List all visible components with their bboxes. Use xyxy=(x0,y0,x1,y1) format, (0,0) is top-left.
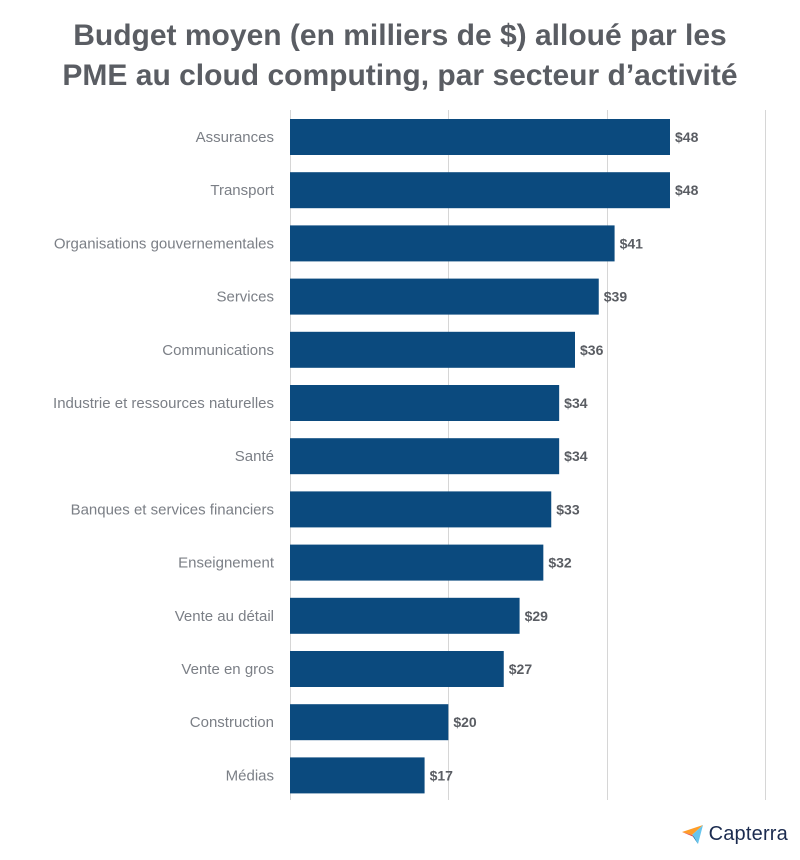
category-label: Vente au détail xyxy=(175,608,274,625)
bar xyxy=(290,172,670,209)
category-label: Médias xyxy=(226,767,274,784)
category-label: Banques et services financiers xyxy=(71,501,274,518)
value-label: $20 xyxy=(453,714,477,730)
value-label: $29 xyxy=(525,608,549,624)
value-label: $41 xyxy=(620,235,644,251)
bar xyxy=(290,331,575,368)
bar xyxy=(290,438,560,475)
category-label: Enseignement xyxy=(178,555,275,572)
brand-name: Capterra xyxy=(708,823,788,845)
chart-title-line-1: Budget moyen (en milliers de $) alloué p… xyxy=(73,19,727,52)
category-label: Santé xyxy=(235,448,274,465)
bar xyxy=(290,385,560,421)
category-label: Communications xyxy=(162,342,274,359)
value-label: $39 xyxy=(604,289,628,305)
bar xyxy=(290,225,615,262)
value-label: $32 xyxy=(548,555,572,571)
capterra-arrow-icon xyxy=(681,824,703,844)
bar xyxy=(290,597,520,634)
chart-title: Budget moyen (en milliers de $) alloué p… xyxy=(0,16,800,96)
capterra-logo: Capterra xyxy=(681,823,788,846)
chart-title-line-2: PME au cloud computing, par secteur d’ac… xyxy=(62,59,738,92)
bar xyxy=(290,544,544,581)
value-label: $34 xyxy=(564,448,588,464)
labels: Assurances $48 Transport $48 Organisations g… xyxy=(53,129,699,784)
category-label: Organisations gouvernementales xyxy=(54,235,274,252)
value-label: $17 xyxy=(430,767,454,783)
bar xyxy=(290,757,425,794)
bar xyxy=(290,119,670,155)
category-label: Assurances xyxy=(196,129,274,146)
category-label: Vente en gros xyxy=(181,661,274,678)
value-label: $48 xyxy=(675,182,699,198)
value-label: $27 xyxy=(509,661,533,677)
category-label: Industrie et ressources naturelles xyxy=(53,395,274,412)
bar xyxy=(290,491,552,528)
category-label: Services xyxy=(216,289,274,306)
bar xyxy=(290,278,599,315)
value-label: $33 xyxy=(556,501,580,517)
value-label: $34 xyxy=(564,395,588,411)
category-label: Construction xyxy=(190,714,274,731)
bar xyxy=(290,704,449,741)
value-label: $48 xyxy=(675,129,699,145)
value-label: $36 xyxy=(580,342,604,358)
bars xyxy=(290,119,670,794)
bar xyxy=(290,651,504,687)
category-label: Transport xyxy=(210,182,274,199)
